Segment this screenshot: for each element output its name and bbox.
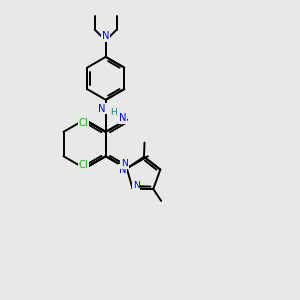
Text: N: N — [98, 104, 106, 114]
Text: N: N — [118, 165, 126, 175]
Text: N: N — [118, 113, 126, 123]
Text: Cl: Cl — [79, 118, 88, 128]
Text: H: H — [111, 108, 118, 117]
Text: N: N — [102, 31, 110, 41]
Text: N: N — [133, 182, 140, 190]
Text: Cl: Cl — [79, 160, 88, 170]
Text: N: N — [121, 160, 128, 169]
